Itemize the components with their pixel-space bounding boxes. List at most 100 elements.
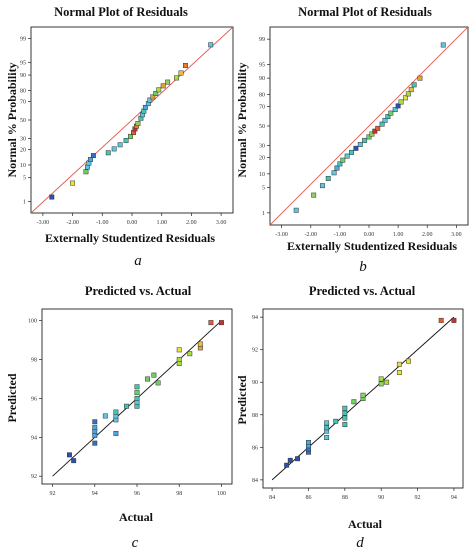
data-point — [440, 42, 446, 48]
x-tick-label: 86 — [305, 495, 311, 501]
data-point — [105, 150, 111, 156]
panel-letter: c — [132, 535, 139, 548]
y-tick-label: 100 — [28, 319, 37, 325]
x-tick-label: -2.00 — [66, 220, 79, 226]
y-tick-label: 30 — [259, 144, 265, 150]
data-point — [325, 176, 331, 181]
data-point — [351, 399, 357, 405]
panel-letter: a — [134, 253, 142, 269]
data-point — [357, 142, 363, 147]
data-point — [150, 94, 156, 100]
data-point — [128, 133, 133, 139]
y-tick-label: 95 — [259, 63, 265, 69]
data-point — [396, 361, 402, 367]
data-point — [134, 390, 140, 396]
data-point — [344, 153, 350, 159]
x-tick-label: -3.00 — [37, 220, 50, 226]
y-tick-label: 90 — [259, 76, 265, 82]
data-point — [83, 169, 89, 175]
chart-panel-d: Predicted vs. Actual Actual Predicted d 84 86… — [235, 284, 464, 551]
data-point — [342, 422, 348, 427]
x-tick-label: 94 — [92, 491, 98, 497]
y-tick-label: 20 — [259, 155, 265, 161]
data-point — [134, 395, 140, 401]
data-point — [411, 82, 417, 88]
data-point — [331, 170, 337, 176]
data-point — [70, 180, 76, 186]
data-point — [406, 358, 411, 364]
x-tick-label: 1.00 — [393, 232, 404, 238]
reference-line — [31, 27, 233, 213]
data-point — [379, 121, 385, 127]
x-tick-label: 90 — [378, 495, 384, 501]
x-axis-label: Actual — [119, 510, 154, 524]
data-point — [382, 117, 388, 123]
data-point — [84, 164, 90, 170]
x-tick-label: 0.00 — [127, 220, 138, 226]
data-point — [92, 425, 98, 431]
data-point — [372, 128, 378, 134]
y-tick-label: 1 — [23, 200, 26, 206]
data-point — [342, 410, 348, 416]
data-point — [342, 415, 348, 421]
y-tick-label: 86 — [252, 445, 258, 451]
data-point — [92, 440, 98, 446]
data-point — [197, 341, 203, 347]
panel-letter: d — [356, 535, 364, 548]
x-tick-label: 0.00 — [364, 232, 375, 238]
data-point — [284, 462, 290, 468]
y-tick-label: 5 — [262, 185, 265, 191]
data-point — [324, 435, 330, 441]
data-point — [187, 351, 193, 357]
y-tick-label: 99 — [259, 37, 265, 43]
data-point — [147, 97, 153, 103]
data-point — [324, 420, 330, 426]
y-axis-label: Predicted — [5, 373, 19, 422]
data-point — [349, 149, 354, 155]
y-tick-label: 84 — [252, 478, 258, 484]
data-point — [102, 413, 108, 419]
x-tick-label: -1.00 — [96, 220, 109, 226]
data-point — [311, 192, 317, 198]
y-axis-label: Normal % Probability — [235, 62, 249, 177]
panel-letter: b — [359, 259, 367, 275]
y-tick-label: 90 — [252, 380, 258, 386]
data-point — [92, 419, 98, 425]
data-point — [145, 376, 151, 382]
data-point — [438, 317, 444, 323]
data-point — [176, 357, 182, 363]
data-point — [333, 418, 339, 424]
y-tick-label: 80 — [259, 93, 265, 99]
y-tick-label: 92 — [252, 348, 258, 354]
data-point — [324, 425, 330, 431]
y-axis-label: Predicted — [235, 375, 249, 424]
x-tick-label: 1.00 — [156, 220, 167, 226]
data-point — [208, 42, 214, 48]
data-point — [142, 104, 148, 110]
y-tick-label: 1 — [262, 211, 265, 217]
y-tick-label: 70 — [20, 100, 26, 106]
data-point — [151, 372, 157, 378]
data-point — [155, 380, 161, 386]
data-point — [123, 137, 129, 143]
y-tick-label: 94 — [31, 435, 37, 441]
x-tick-label: -1.00 — [334, 232, 347, 238]
data-point — [408, 87, 414, 93]
data-point — [111, 146, 117, 152]
data-point — [178, 70, 184, 76]
x-axis-label: Actual — [348, 517, 383, 531]
data-point — [334, 165, 340, 171]
data-point — [71, 458, 77, 464]
data-point — [319, 183, 325, 189]
data-point — [174, 75, 180, 81]
reference-line — [270, 27, 468, 225]
x-tick-label: 2.00 — [186, 220, 197, 226]
chart-title: Predicted vs. Actual — [85, 284, 192, 298]
y-tick-label: 90 — [20, 73, 26, 79]
x-tick-label: 92 — [415, 495, 421, 501]
y-tick-label: 10 — [20, 163, 26, 169]
data-point — [113, 409, 119, 415]
data-point — [49, 194, 55, 200]
y-tick-label: 94 — [252, 315, 258, 321]
